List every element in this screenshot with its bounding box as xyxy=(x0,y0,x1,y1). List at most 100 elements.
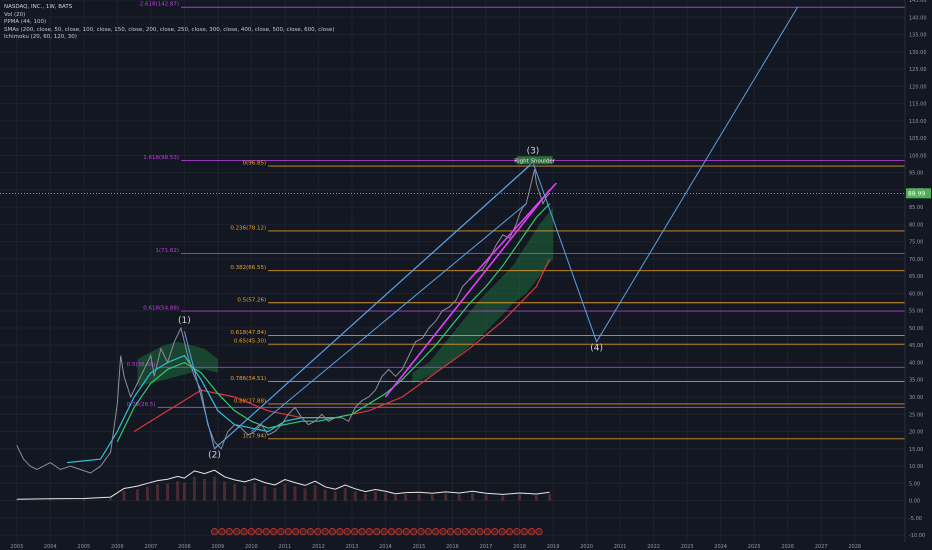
cloud-area xyxy=(137,341,218,387)
volume-circle xyxy=(284,528,292,536)
volume-circle xyxy=(343,528,351,536)
x-tick-label: 2017 xyxy=(480,544,493,550)
wave-label: (2) xyxy=(208,450,221,460)
y-tick-label: -10.00 xyxy=(909,533,925,539)
volume-circle xyxy=(306,528,314,536)
volume-circle xyxy=(476,528,484,536)
indicator-ppma[interactable]: PPMA (44, 100) xyxy=(4,19,47,26)
fib-level-label: 0.5(38.66) xyxy=(127,362,156,368)
y-tick-label: 90.00 xyxy=(909,188,923,194)
x-tick-label: 2006 xyxy=(111,544,124,550)
current-price-label: 88.99 xyxy=(908,191,925,198)
volume-circle xyxy=(505,528,514,536)
y-tick-label: 70.00 xyxy=(909,257,923,263)
x-tick-label: 2021 xyxy=(614,544,627,550)
y-tick-label: 10.00 xyxy=(909,464,923,470)
symbol-title[interactable]: NASDAQ, INC., 1W, BATS xyxy=(4,4,73,10)
fib-level-label: 1(71.62) xyxy=(155,248,179,254)
fib-level-label: 1(17.94) xyxy=(243,433,267,439)
volume-circle xyxy=(417,528,425,536)
volume-circle xyxy=(454,528,462,536)
fib-level-label: 2.618(142.87) xyxy=(140,2,179,8)
volume-circle xyxy=(358,528,366,536)
x-tick-label: 2027 xyxy=(815,544,828,550)
y-tick-label: -5.00 xyxy=(909,516,922,522)
y-tick-label: 25.00 xyxy=(909,412,923,418)
volume-circle xyxy=(432,528,440,536)
fib-level-label: 0.65(45.30) xyxy=(234,339,266,345)
cloud-area xyxy=(412,207,554,384)
fib-level-label: 0.382(66.55) xyxy=(230,265,266,271)
volume-circle xyxy=(292,528,300,536)
current-price-tag xyxy=(906,188,931,199)
volume-circle xyxy=(513,528,521,536)
x-tick-label: 2018 xyxy=(513,544,526,550)
volume-circle xyxy=(380,528,388,536)
indicator-ichimoku[interactable]: Ichimoku (20, 60, 120, 30) xyxy=(4,34,77,41)
y-tick-label: 75.00 xyxy=(909,240,923,246)
volume-circle xyxy=(446,528,455,536)
y-tick-label: 105.00 xyxy=(909,136,927,142)
volume-circle xyxy=(218,528,226,536)
x-tick-label: 2005 xyxy=(77,544,90,550)
x-tick-label: 2022 xyxy=(647,544,660,550)
volume-circle xyxy=(277,528,285,536)
y-tick-label: 95.00 xyxy=(909,171,923,177)
volume-circle xyxy=(395,528,403,536)
y-tick-label: 85.00 xyxy=(909,205,923,211)
volume-circle xyxy=(321,528,329,536)
y-tick-label: 130.00 xyxy=(909,50,927,56)
indicator-volume[interactable]: Vol (20) xyxy=(4,11,26,18)
wave-label: (1) xyxy=(178,316,191,326)
y-tick-label: 35.00 xyxy=(909,378,923,384)
y-tick-label: 140.00 xyxy=(909,15,927,21)
annotation-label: Right Shoulder xyxy=(514,158,555,164)
fib-level-label: 0.786(34.51) xyxy=(230,376,266,382)
volume-circle xyxy=(240,528,248,536)
channel-line xyxy=(468,182,557,281)
volume-circle xyxy=(535,528,543,536)
volume-circle xyxy=(528,528,536,536)
x-tick-label: 2020 xyxy=(580,544,593,550)
fib-level-label: 0.5(57.26) xyxy=(237,297,266,303)
volume-circle xyxy=(483,528,491,536)
volume-circle xyxy=(520,528,528,536)
volume-circle xyxy=(262,528,270,536)
volume-circle xyxy=(210,528,219,536)
x-tick-label: 2014 xyxy=(379,544,392,550)
x-tick-label: 2011 xyxy=(279,544,292,550)
x-tick-label: 2007 xyxy=(144,544,157,550)
y-tick-label: 20.00 xyxy=(909,430,923,436)
channel-line xyxy=(384,189,551,398)
volume-circle xyxy=(498,528,506,536)
volume-circle xyxy=(387,528,396,536)
elliott-wave-drawings xyxy=(183,6,799,450)
volume-circle xyxy=(439,528,447,536)
y-tick-label: 115.00 xyxy=(909,102,927,108)
volume-circle xyxy=(299,528,307,536)
y-tick-label: 40.00 xyxy=(909,360,923,366)
y-tick-label: 60.00 xyxy=(909,291,923,297)
indicator-smas[interactable]: SMAs (200, close, 50, close, 100, close,… xyxy=(4,26,335,33)
volume-circle xyxy=(269,528,278,536)
y-tick-label: 125.00 xyxy=(909,67,927,73)
wave-path xyxy=(183,6,799,450)
fib-level-label: 1.618(98.53) xyxy=(143,155,179,161)
y-tick-label: 65.00 xyxy=(909,274,923,280)
y-tick-label: 120.00 xyxy=(909,84,927,90)
volume-circle xyxy=(314,528,322,536)
x-tick-label: 2028 xyxy=(848,544,861,550)
sma-line xyxy=(66,354,336,464)
x-tick-label: 2004 xyxy=(44,544,57,550)
y-tick-label: 135.00 xyxy=(909,33,927,39)
volume-circle xyxy=(233,528,241,536)
y-tick-label: 55.00 xyxy=(909,309,923,315)
x-tick-label: 2010 xyxy=(245,544,258,550)
annotation-box xyxy=(516,156,553,165)
fib-level-label: 0(96.85) xyxy=(243,161,267,167)
y-tick-label: 110.00 xyxy=(909,119,927,125)
x-tick-label: 2026 xyxy=(781,544,794,550)
y-tick-label: 5.00 xyxy=(909,481,920,487)
chart-legend: NASDAQ, INC., 1W, BATS Vol (20) PPMA (44… xyxy=(4,4,334,42)
